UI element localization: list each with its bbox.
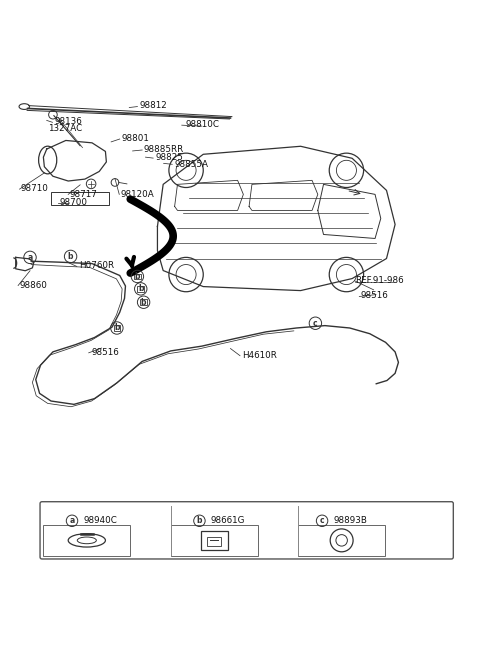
Bar [207, 537, 221, 546]
Text: a: a [70, 516, 75, 525]
Text: 98885RR: 98885RR [144, 145, 184, 154]
Text: b: b [141, 298, 146, 307]
Text: b: b [197, 516, 202, 525]
Text: b: b [68, 252, 73, 261]
Text: REF.91-986: REF.91-986 [356, 276, 404, 285]
Text: 98893B: 98893B [334, 516, 367, 525]
Text: a: a [27, 253, 33, 262]
Bar [298, 525, 385, 556]
Bar [43, 525, 130, 556]
Bar [140, 299, 147, 305]
Bar [171, 525, 258, 556]
Text: H0760R: H0760R [79, 262, 114, 270]
Text: 98516: 98516 [91, 348, 119, 358]
Text: b: b [135, 272, 140, 281]
Text: 98516: 98516 [360, 291, 388, 300]
Text: b: b [138, 284, 144, 293]
Text: 98120A: 98120A [120, 190, 155, 199]
Text: 98825: 98825 [155, 153, 183, 162]
Text: 98855A: 98855A [174, 160, 208, 169]
Bar [134, 274, 141, 279]
Text: c: c [320, 516, 324, 525]
Text: 98700: 98700 [60, 199, 88, 207]
Text: c: c [313, 319, 318, 328]
Text: 98801: 98801 [121, 134, 150, 143]
Bar [137, 286, 144, 292]
Bar [201, 531, 228, 550]
Text: 98710: 98710 [21, 184, 48, 193]
Bar [51, 192, 109, 205]
Text: b: b [114, 323, 120, 333]
Text: H4610R: H4610R [242, 351, 277, 359]
Text: 98810C: 98810C [185, 120, 219, 129]
Text: 98136: 98136 [55, 117, 83, 127]
Text: 98860: 98860 [20, 281, 48, 289]
Text: 98940C: 98940C [84, 516, 117, 525]
Text: 98717: 98717 [70, 190, 97, 199]
Text: 1327AC: 1327AC [48, 124, 82, 133]
Text: 98661G: 98661G [211, 516, 245, 525]
Bar [114, 325, 120, 331]
Text: 98812: 98812 [140, 101, 168, 110]
